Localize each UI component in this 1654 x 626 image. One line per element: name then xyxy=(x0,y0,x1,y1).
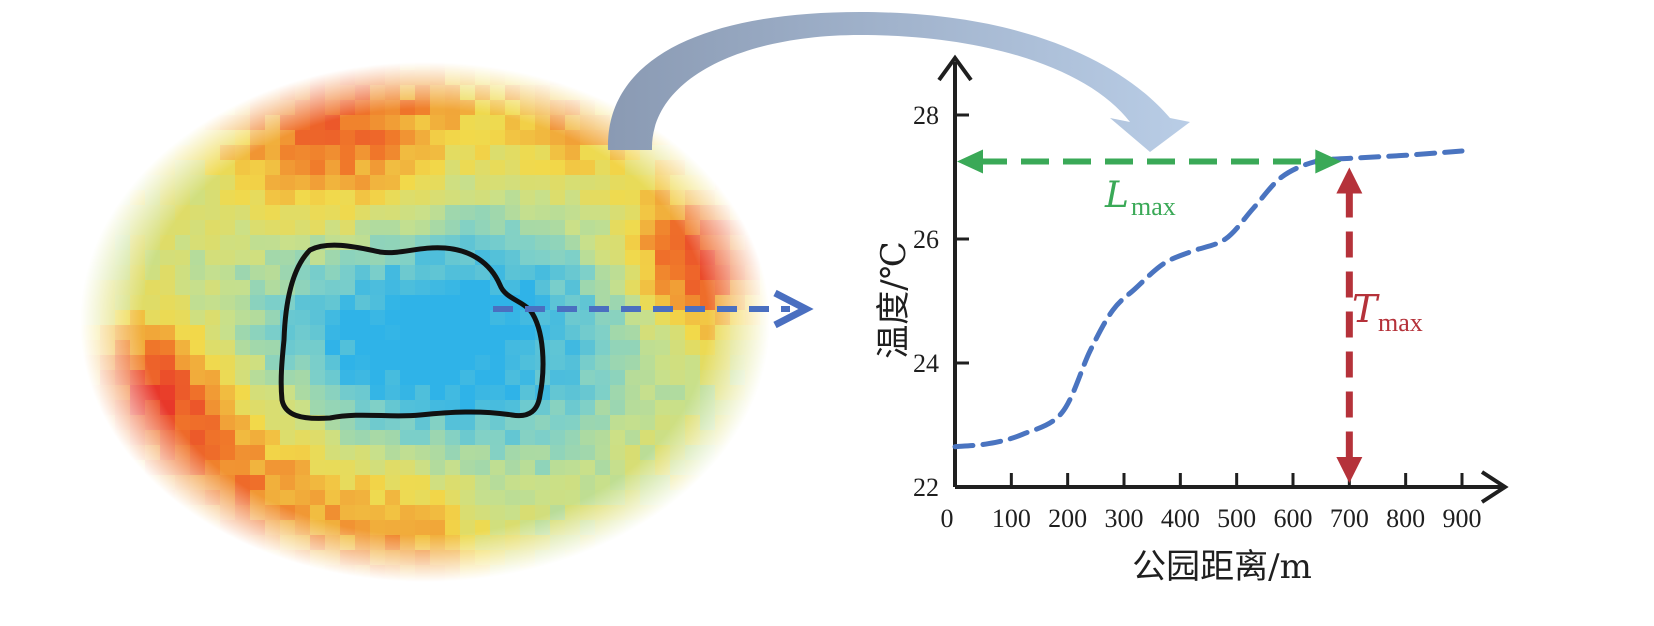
y-tick-label: 28 xyxy=(913,101,939,130)
lmax-subscript: max xyxy=(1131,192,1176,221)
x-tick-label: 0 xyxy=(941,504,954,533)
x-tick-label: 300 xyxy=(1105,504,1144,533)
tmax-subscript: max xyxy=(1378,308,1423,337)
y-axis-arrowhead xyxy=(937,54,973,82)
y-tick-label: 22 xyxy=(913,473,939,502)
temperature-curve xyxy=(952,148,1465,450)
x-tick-label: 600 xyxy=(1274,504,1313,533)
x-tick-label: 900 xyxy=(1443,504,1482,533)
x-tick-label: 500 xyxy=(1217,504,1256,533)
x-tick-label: 200 xyxy=(1048,504,1087,533)
tmax-arrowhead-bottom xyxy=(1336,457,1363,483)
x-tick-label: 800 xyxy=(1386,504,1425,533)
lmax-label: L xyxy=(1104,175,1129,216)
heat-map-image xyxy=(70,55,791,596)
park-outline xyxy=(278,242,546,421)
x-axis-arrowhead xyxy=(1480,470,1509,504)
x-tick-label: 400 xyxy=(1161,504,1200,533)
lmax-arrowhead-left xyxy=(957,149,983,174)
x-axis-label: 公园距离/m xyxy=(1132,547,1312,587)
y-axis-label: 温度/℃ xyxy=(874,241,914,359)
tmax-label: T xyxy=(1352,287,1380,331)
x-tick-label: 700 xyxy=(1330,504,1369,533)
x-tick-label: 100 xyxy=(992,504,1031,533)
lmax-arrowhead-right xyxy=(1315,149,1342,174)
curved-connector-arrow xyxy=(607,12,1190,152)
map-distance-arrow xyxy=(493,289,814,329)
tmax-arrowhead-top xyxy=(1336,167,1363,194)
y-tick-label: 26 xyxy=(913,225,939,254)
y-tick-label: 24 xyxy=(913,349,939,378)
